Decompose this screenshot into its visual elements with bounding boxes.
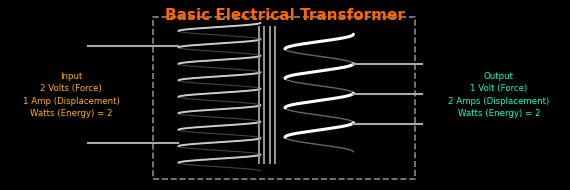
Text: Basic Electrical Transformer: Basic Electrical Transformer xyxy=(165,8,405,23)
Bar xyxy=(153,17,415,179)
Text: Input
2 Volts (Force)
1 Amp (Displacement)
Watts (Energy) = 2: Input 2 Volts (Force) 1 Amp (Displacemen… xyxy=(23,72,120,118)
Text: Output
1 Volt (Force)
2 Amps (Displacement)
Watts (Energy) = 2: Output 1 Volt (Force) 2 Amps (Displaceme… xyxy=(448,72,549,118)
